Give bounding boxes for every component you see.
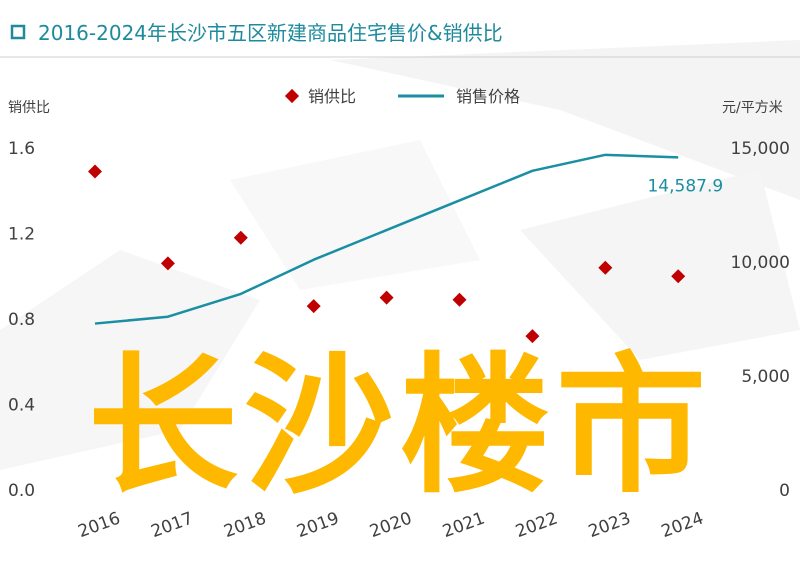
- legend-price-label: 销售价格: [456, 87, 520, 106]
- legend: 销供比 销售价格: [284, 87, 520, 106]
- ratio-point-2019: [306, 299, 321, 314]
- y-left-tick-label: 0.0: [8, 481, 35, 501]
- price-line: [94, 153, 679, 325]
- y-left-tick-labels: 0.0 0.4 0.8 1.2 1.6: [8, 139, 35, 501]
- ratio-point-2016: [88, 164, 102, 179]
- y-right-axis-title: 元/平方米: [722, 100, 783, 116]
- background-decoration: [0, 40, 800, 470]
- legend-ratio-marker-icon: [284, 88, 300, 104]
- y-right-tick-label: 15,000: [731, 139, 790, 159]
- y-right-tick-label: 5,000: [741, 367, 790, 387]
- ratio-point-2022: [525, 329, 540, 344]
- y-left-tick-label: 0.8: [8, 310, 35, 330]
- y-right-tick-label: 10,000: [731, 253, 790, 273]
- y-left-tick-label: 0.4: [8, 396, 35, 416]
- price-data-label: 14,587.9: [647, 176, 723, 196]
- ratio-point-2021: [452, 292, 467, 307]
- annotations: 14,587.9: [647, 176, 723, 196]
- y-right-tick-label: 0: [779, 481, 790, 501]
- ratio-point-2023: [598, 260, 613, 275]
- ratio-point-2017: [160, 256, 175, 271]
- ratio-point-2018: [233, 230, 248, 245]
- title-square-icon: [10, 24, 26, 40]
- ratio-point-2020: [379, 290, 394, 305]
- y-left-tick-label: 1.2: [8, 225, 35, 245]
- chart-title: 2016-2024年长沙市五区新建商品住宅售价&销供比: [38, 21, 503, 45]
- price-series: [94, 153, 679, 325]
- y-right-tick-labels: 0 5,000 10,000 15,000: [731, 139, 790, 501]
- ratio-series: [88, 164, 686, 344]
- y-left-axis-title: 销供比: [8, 100, 50, 116]
- legend-ratio-label: 销供比: [308, 87, 356, 106]
- y-left-tick-label: 1.6: [8, 139, 35, 159]
- ratio-point-2024: [671, 269, 686, 284]
- watermark-text: 长沙楼市: [88, 340, 712, 514]
